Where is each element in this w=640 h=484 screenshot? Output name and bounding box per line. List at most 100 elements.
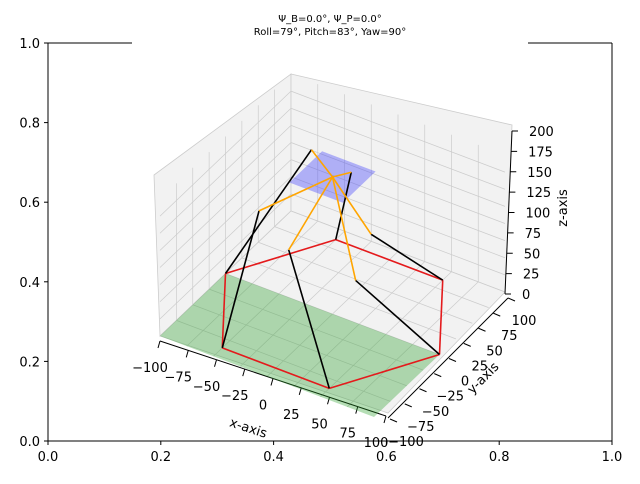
y-tick-mark [478, 327, 486, 332]
z-tick-label: 75 [525, 227, 542, 242]
x-tick-label: 0 [259, 399, 267, 414]
x-ticks: −100−75−50−25 0 25 50 75 100 [132, 340, 389, 451]
base-edge [438, 280, 444, 355]
grid-line [290, 193, 506, 276]
base-edge [221, 347, 330, 390]
segments [221, 149, 444, 390]
y-tick-label: 25 [471, 359, 488, 374]
y-tick-mark [404, 403, 412, 408]
platform-link [331, 176, 357, 281]
x-tick-mark [355, 406, 359, 414]
actuator-leg [355, 279, 441, 356]
x-tick-label: −75 [165, 370, 192, 385]
outer-y-tick-label: 0.8 [19, 117, 40, 132]
z-tick-label: 25 [523, 268, 540, 283]
grid-line [241, 257, 456, 340]
grid-line [290, 159, 506, 241]
x-tick-mark [157, 340, 161, 349]
x-tick-label: 75 [339, 427, 356, 442]
outer-x-tick-label: 0.6 [376, 450, 397, 465]
x-axis-label: x-axis [227, 416, 268, 442]
grid-line [225, 273, 440, 355]
y-tick-label: −75 [407, 420, 434, 435]
y-tick-mark [507, 297, 516, 302]
actuator-leg [287, 249, 331, 389]
grid-line [320, 271, 452, 398]
y-tick-mark [419, 388, 427, 393]
gridlines [159, 84, 506, 408]
y-tick-label: 75 [501, 329, 518, 344]
actuator-leg [221, 210, 260, 349]
x-tick-mark [383, 415, 387, 424]
chart-title-line2: Roll=79°, Pitch=83°, Yaw=90° [254, 27, 407, 38]
outer-axes: 0.0 0.2 0.4 0.6 0.8 1.0 0.0 0.2 0.4 0.6 0.8 1.0 [19, 37, 622, 465]
grid-line [159, 107, 292, 234]
platform-link [288, 176, 334, 251]
y-tick-mark [389, 418, 398, 423]
x-tick-mark [242, 368, 246, 377]
grid-line [159, 90, 292, 217]
chart-title-line1: Ψ_B=0.0°, Ψ_P=0.0° [278, 14, 382, 25]
actuator-leg [370, 233, 444, 281]
grid-line [290, 107, 506, 190]
outer-x-tick-label: 0.4 [263, 450, 284, 465]
platform-link [331, 176, 372, 235]
platform-link [310, 149, 334, 178]
base-edge [329, 353, 440, 390]
base-plane [160, 273, 440, 417]
outer-y-tick-label: 0.6 [19, 196, 40, 211]
z-tick-label: 150 [527, 166, 552, 181]
outer-y-ticks: 0.0 0.2 0.4 0.6 0.8 1.0 [19, 37, 48, 450]
y-tick-label: 100 [512, 314, 537, 329]
x-tick-mark [298, 387, 302, 396]
z-tick-label: 100 [526, 207, 551, 222]
z-axis-label: z-axis [556, 189, 571, 227]
y-tick-mark [463, 342, 471, 347]
actuator-leg [334, 172, 353, 240]
grid-line [258, 241, 473, 324]
x-tick-label: −100 [132, 361, 168, 376]
grid-line [159, 176, 292, 303]
y-tick-label: 0 [461, 375, 469, 390]
outer-x-tick-label: 0.2 [150, 450, 171, 465]
x-tick-mark [327, 397, 330, 405]
platform-link [332, 171, 352, 178]
grid-line [293, 261, 425, 387]
outer-y-tick-label: 0.2 [19, 355, 40, 370]
grid-line [274, 226, 489, 308]
outer-x-tick-label: 0.0 [38, 450, 59, 465]
x-tick-label: −25 [221, 389, 248, 404]
x-tick-label: 100 [364, 436, 389, 451]
outer-x-tick-label: 0.8 [489, 450, 510, 465]
z-tick-label: 200 [529, 125, 554, 140]
y-tick-label: −25 [437, 390, 464, 405]
y-tick-label: −100 [388, 435, 424, 450]
z-tick-label: 50 [524, 247, 541, 262]
outer-y-tick-label: 0.0 [19, 435, 40, 450]
outer-x-tick-label: 1.0 [602, 450, 623, 465]
grid-line [159, 193, 292, 320]
outer-x-ticks: 0.0 0.2 0.4 0.6 0.8 1.0 [38, 441, 623, 465]
base-edge [335, 238, 444, 281]
y-tick-mark [448, 358, 457, 362]
x-tick-label: −50 [193, 380, 220, 395]
actuator-leg [224, 149, 313, 274]
grid-line [159, 125, 292, 251]
y-tick-label: 50 [486, 344, 503, 359]
platform-link [258, 176, 333, 212]
z-ticks: 0 25 50 75 100 125 150 175 200 [505, 125, 554, 303]
grid-line [290, 176, 506, 259]
grid-line [290, 90, 506, 173]
grid-line [347, 281, 479, 408]
outer-y-tick-label: 1.0 [19, 37, 40, 52]
z-tick-label: 0 [522, 288, 530, 303]
y-tick-mark [493, 312, 501, 317]
z-tick-label: 125 [526, 186, 551, 201]
z-tick-label: 175 [528, 145, 553, 160]
x-tick-label: 50 [311, 417, 328, 432]
outer-y-tick-label: 0.4 [19, 276, 40, 291]
grid-line [290, 142, 506, 224]
